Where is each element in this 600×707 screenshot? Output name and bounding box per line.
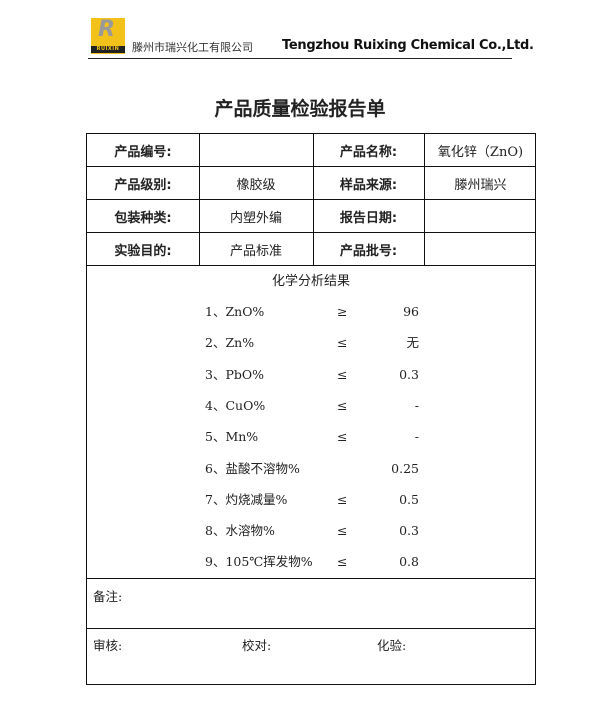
analysis-item-name: 5、Mn% <box>205 429 259 445</box>
section-divider <box>87 628 535 629</box>
logo-text: RUIXIN <box>91 46 125 53</box>
column-divider <box>313 134 314 266</box>
analysis-item-name: 2、Zn% <box>205 335 255 351</box>
test-label: 化验: <box>377 638 407 653</box>
field-value: 产品标准 <box>229 244 282 259</box>
field-label: 报告日期: <box>339 211 398 226</box>
analysis-item-name: 9、105℃挥发物% <box>205 554 313 570</box>
check-label: 校对: <box>242 638 272 653</box>
analysis-operator: ≤ <box>337 554 348 570</box>
field-value: 滕州瑞兴 <box>454 178 507 193</box>
field-label: 实验目的: <box>114 244 172 259</box>
row-divider <box>87 265 535 266</box>
analysis-operator: ≤ <box>337 366 348 382</box>
analysis-value: 96 <box>403 304 419 319</box>
report-table: 化学分析结果 产品编号: 产品名称: 氧化锌（ZnO) 产品级别: 橡胶级 样品来源: 滕州… <box>86 133 536 685</box>
field-label: 产品编号: <box>114 145 172 160</box>
field-value <box>424 200 537 233</box>
analysis-heading: 化学分析结果 <box>271 274 350 289</box>
field-label: 产品级别: <box>114 178 172 193</box>
page-title: 产品质量检验报告单 <box>214 98 386 120</box>
analysis-item-name: 6、盐酸不溶物% <box>205 460 300 476</box>
analysis-value: 0.8 <box>399 554 419 570</box>
analysis-item-name: 4、CuO% <box>205 397 266 413</box>
field-label: 样品来源: <box>339 178 398 193</box>
column-divider <box>199 134 200 266</box>
analysis-value: 0.3 <box>399 366 419 382</box>
analysis-operator: ≤ <box>337 397 348 413</box>
analysis-item-name: 1、ZnO% <box>205 304 265 319</box>
analysis-item-name: 3、PbO% <box>205 366 264 382</box>
field-value <box>199 134 313 167</box>
analysis-operator: ≥ <box>337 304 348 319</box>
analysis-item-name: 8、水溶物% <box>205 523 275 539</box>
field-value: 氧化锌（ZnO) <box>437 145 524 160</box>
row-divider <box>87 199 535 200</box>
analysis-value: 0.25 <box>391 460 419 476</box>
analysis-operator: ≤ <box>337 335 348 351</box>
field-value: 内塑外编 <box>229 211 282 226</box>
field-label: 包装种类: <box>114 211 172 226</box>
analysis-item-name: 7、灼烧减量% <box>205 491 288 507</box>
company-name-en: Tengzhou Ruixing Chemical Co.,Ltd. <box>282 38 534 53</box>
analysis-value: 无 <box>406 335 419 351</box>
analysis-value: - <box>414 397 419 413</box>
row-divider <box>87 232 535 233</box>
field-value <box>424 233 537 266</box>
analysis-operator: ≤ <box>337 429 348 445</box>
company-name-cn: 滕州市瑞兴化工有限公司 <box>132 41 253 54</box>
analysis-value: 0.5 <box>399 491 419 507</box>
header-divider <box>88 58 512 59</box>
column-divider <box>424 134 425 266</box>
analysis-operator: ≤ <box>337 523 348 539</box>
remarks-label: 备注: <box>93 589 123 604</box>
analysis-value: - <box>414 429 419 445</box>
review-label: 审核: <box>93 638 123 653</box>
field-value: 橡胶级 <box>236 178 276 193</box>
section-divider <box>87 578 535 579</box>
analysis-operator: ≤ <box>337 491 348 507</box>
field-label: 产品名称: <box>339 145 398 160</box>
company-logo: R RUIXIN <box>91 18 125 54</box>
row-divider <box>87 166 535 167</box>
field-label: 产品批号: <box>339 244 398 259</box>
analysis-value: 0.3 <box>399 523 419 539</box>
logo-mark: R <box>98 18 115 42</box>
